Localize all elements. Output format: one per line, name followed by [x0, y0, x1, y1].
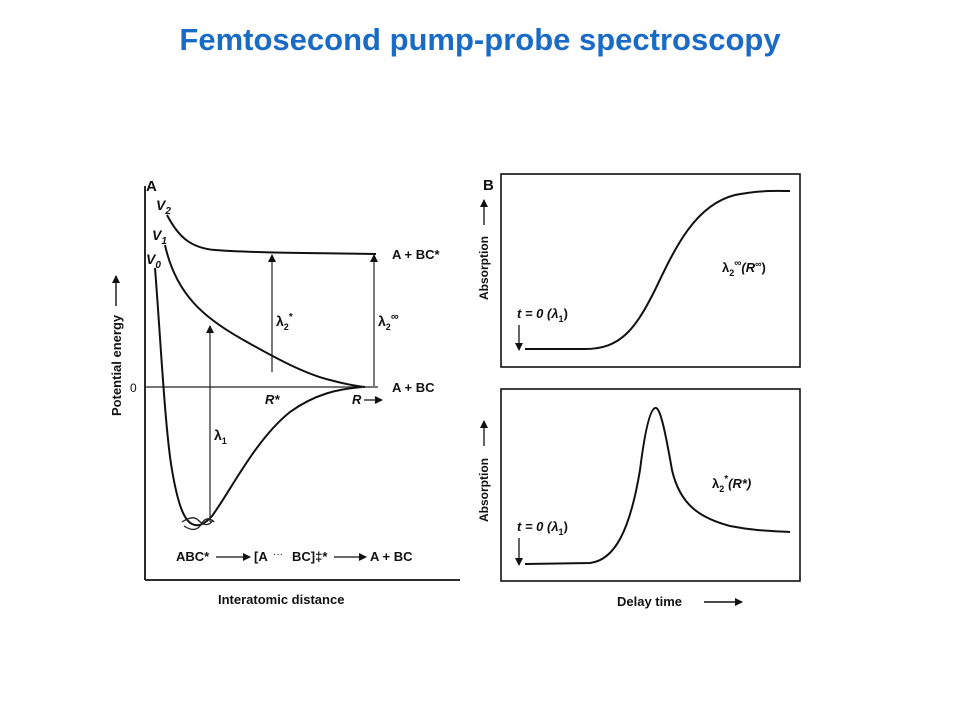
lambda2-inf-label: λ2∞ [378, 311, 399, 332]
lambda1-label: λ1 [214, 427, 227, 446]
slide-title: Femtosecond pump-probe spectroscopy [179, 22, 781, 57]
panel-a-zero-label: 0 [130, 381, 137, 395]
asymptote-lower-label: A + BC [392, 380, 435, 395]
panel-b-bottom-y-label: Absorption [477, 458, 491, 522]
t0-label-bottom: t = 0 (λ1) [517, 519, 568, 537]
panel-b: B Absorption t = 0 (λ1) λ2∞(R∞) Absorpti… [477, 173, 801, 609]
probe-label-bottom: λ2*(R*) [712, 474, 751, 494]
panel-a: A Potential energy 0 V2 V1 V0 λ1 λ2* λ2∞ [109, 178, 460, 607]
absorption-step-curve [525, 189, 791, 350]
panel-b-bottom-frame [500, 388, 801, 582]
panel-b-top-y-label: Absorption [477, 236, 491, 300]
panel-b-letter: B [483, 177, 494, 194]
t0-label-top: t = 0 (λ1) [517, 306, 568, 324]
v1-potential-curve [164, 244, 366, 388]
reaction-ts-right: BC]‡* [292, 549, 328, 564]
v2-potential-curve [166, 214, 377, 255]
probe-label-top: λ2∞(R∞) [722, 258, 766, 278]
wavepacket [181, 517, 214, 526]
reaction-ts-dots: ··· [273, 549, 283, 560]
panel-b-x-axis-label: Delay time [617, 594, 682, 609]
v0-label: V0 [146, 251, 161, 271]
r-star-label: R* [265, 392, 280, 407]
reaction-ts-left: [A [254, 549, 268, 564]
wavepacket-lower [183, 518, 215, 531]
panel-a-y-axis-label: Potential energy [109, 314, 124, 416]
reaction-reactant: ABC* [176, 549, 210, 564]
v0-potential-curve [154, 267, 363, 527]
absorption-transient-curve [524, 407, 791, 565]
r-axis-label: R [352, 392, 362, 407]
v2-label: V2 [156, 197, 171, 217]
reaction-product: A + BC [370, 549, 413, 564]
v1-label: V1 [152, 227, 167, 247]
panel-a-x-axis-label: Interatomic distance [218, 592, 344, 607]
panel-b-top-frame [500, 173, 801, 368]
lambda2-star-label: λ2* [276, 312, 293, 332]
panel-a-letter: A [146, 178, 157, 195]
asymptote-upper-label: A + BC* [392, 247, 440, 262]
